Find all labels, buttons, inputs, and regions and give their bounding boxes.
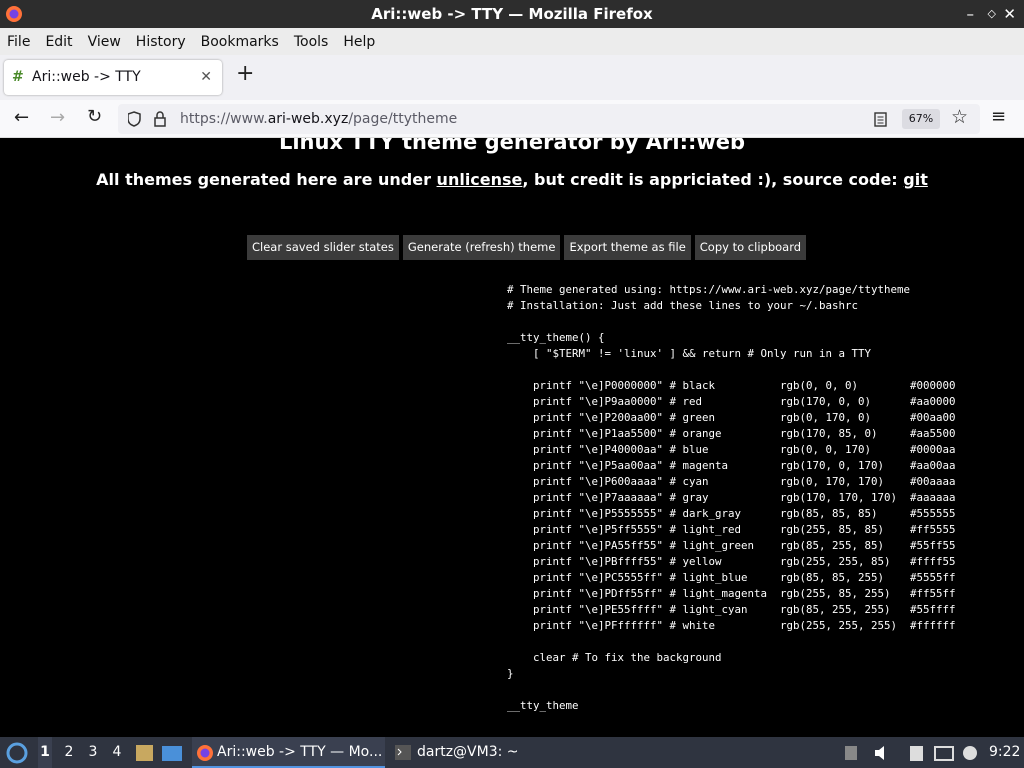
new-tab[interactable]: +: [236, 61, 255, 86]
code-line: printf "\e]P1aa5500" # orange rgb(170, 8…: [507, 427, 956, 440]
workspace[interactable]: 3: [88, 744, 98, 760]
code-block-part: __tty_theme() { [ "$TERM" != 'linux' ] &…: [507, 330, 956, 362]
code-line: printf "\e]P0000000" # black rgb(0, 0, 0…: [507, 379, 956, 392]
code-line: }: [507, 667, 514, 680]
menu-item[interactable]: Tools: [293, 33, 329, 50]
menu-item[interactable]: File: [7, 33, 31, 50]
code-line: printf "\e]PA55ff55" # light_green rgb(8…: [507, 539, 956, 552]
code-line: printf "\e]P5aa00aa" # magenta rgb(170, …: [507, 459, 956, 472]
menu-item[interactable]: Help: [343, 33, 376, 50]
tab-close[interactable]: ✕: [200, 69, 212, 85]
code-line: printf "\e]PFffffff" # white rgb(255, 25…: [507, 619, 956, 632]
forward-button[interactable]: →: [50, 107, 66, 128]
unlicense-link[interactable]: unlicense: [436, 170, 523, 189]
taskbar-window-firefox[interactable]: Ari::web -> TTY — Mo...: [192, 737, 385, 768]
code-line: # Theme generated using: https://www.ari…: [507, 283, 911, 296]
tab-icon: #: [12, 69, 24, 85]
url-prefix: https://www.: [180, 111, 268, 127]
code-line: printf "\e]PC5555ff" # light_blue rgb(85…: [507, 571, 956, 584]
code-line: printf "\e]P200aa00" # green rgb(0, 170,…: [507, 411, 956, 424]
code-block-part: printf "\e]P0000000" # black rgb(0, 0, 0…: [507, 378, 956, 634]
taskbar-window-terminal[interactable]: dartz@VM3: ~: [393, 737, 523, 768]
url-domain: ari-web.xyz: [267, 111, 349, 127]
nav-bar: ← → ↻ https://www.ari-web.xyz/page/ttyth…: [0, 100, 1024, 138]
code-line: printf "\e]P40000aa" # blue rgb(0, 0, 17…: [507, 443, 956, 456]
menu-bar: File Edit View History Bookmarks Tools Help: [0, 28, 1024, 55]
bookmark-star[interactable]: ☆: [951, 106, 969, 128]
clock: 9:22: [989, 744, 1021, 760]
code-line: printf "\e]P5555555" # dark_gray rgb(85,…: [507, 507, 956, 520]
workspace[interactable]: 2: [64, 744, 74, 760]
window-close[interactable]: ✕: [1003, 5, 1016, 23]
page-title: Linux TTY theme generator by Ari::web: [278, 138, 746, 154]
window-label: dartz@VM3: ~: [417, 744, 519, 760]
code-line: printf "\e]P600aaaa" # cyan rgb(0, 170, …: [507, 475, 956, 488]
tab[interactable]: # Ari::web -> TTY ✕: [4, 60, 222, 95]
code-line: __tty_theme: [507, 699, 579, 712]
code-line: __tty_theme() {: [507, 331, 605, 344]
menu-item[interactable]: Bookmarks: [200, 33, 279, 50]
code-line: clear # To fix the background: [507, 651, 722, 664]
reader-icon[interactable]: [874, 112, 888, 127]
window-maximize[interactable]: ◇: [987, 7, 996, 20]
window-label: Ari::web -> TTY — Mo...: [217, 744, 383, 760]
button-row: Clear saved slider states Generate (refre…: [247, 235, 807, 260]
git-link[interactable]: git: [903, 170, 928, 189]
code-line: printf "\e]PBffff55" # yellow rgb(255, 2…: [507, 555, 956, 568]
app-menu[interactable]: ≡: [991, 106, 1007, 127]
url-bar[interactable]: https://www.ari-web.xyz/page/ttytheme: [118, 104, 980, 134]
code-line: [ "$TERM" != 'linux' ] && return # Only …: [507, 347, 872, 360]
code-block-part: # Theme generated using: https://www.ari…: [507, 282, 956, 314]
window-minimize[interactable]: –: [966, 5, 975, 23]
button[interactable]: Export theme as file: [564, 235, 691, 260]
workspace[interactable]: 4: [112, 744, 122, 760]
back-button[interactable]: ←: [14, 107, 30, 128]
code-line: printf "\e]PE55ffff" # light_cyan rgb(85…: [507, 603, 956, 616]
code-block-part: clear # To fix the background}: [507, 650, 956, 682]
tab-title: Ari::web -> TTY: [32, 69, 141, 85]
button[interactable]: Generate (refresh) theme: [402, 235, 561, 260]
zoom-level[interactable]: 67%: [902, 109, 940, 129]
launcher-icons[interactable]: [135, 743, 191, 763]
url-path: /page/ttytheme: [348, 111, 458, 127]
code-line: # Installation: Just add these lines to …: [507, 299, 859, 312]
button[interactable]: Clear saved slider states: [247, 235, 399, 260]
code-line: printf "\e]PDff55ff" # light_magenta rgb…: [507, 587, 956, 600]
slider-panel: [21, 323, 464, 653]
start-menu[interactable]: [6, 742, 28, 764]
terminal-icon: [395, 745, 411, 760]
page-content: Linux TTY theme generator by Ari::web Al…: [0, 138, 1024, 737]
firefox-icon: [6, 6, 22, 22]
workspace[interactable]: 1: [38, 737, 52, 768]
subtitle-text: All themes generated here are under: [96, 170, 437, 189]
code-line: printf "\e]P5ff5555" # light_red rgb(255…: [507, 523, 956, 536]
page-subtitle: All themes generated here are under unli…: [0, 170, 1024, 189]
button[interactable]: Copy to clipboard: [694, 235, 807, 260]
code-block: # Theme generated using: https://www.ari…: [507, 282, 956, 730]
title-bar: Ari::web -> TTY — Mozilla Firefox – ◇ ✕: [0, 0, 1024, 28]
menu-item[interactable]: History: [135, 33, 186, 50]
firefox-icon: [197, 745, 213, 761]
code-line: printf "\e]P7aaaaaa" # gray rgb(170, 170…: [507, 491, 956, 504]
tab-bar: # Ari::web -> TTY ✕ +: [0, 55, 1024, 100]
menu-item[interactable]: View: [87, 33, 121, 50]
tray-icons[interactable]: [843, 743, 983, 763]
code-line: printf "\e]P9aa0000" # red rgb(170, 0, 0…: [507, 395, 956, 408]
menu-item[interactable]: Edit: [45, 33, 73, 50]
reload-button[interactable]: ↻: [87, 106, 103, 127]
code-block-part: __tty_theme: [507, 698, 956, 714]
window-title: Ari::web -> TTY — Mozilla Firefox: [371, 5, 653, 23]
subtitle-text: , but credit is appriciated :), source c…: [522, 170, 904, 189]
security-icons: [128, 111, 166, 127]
